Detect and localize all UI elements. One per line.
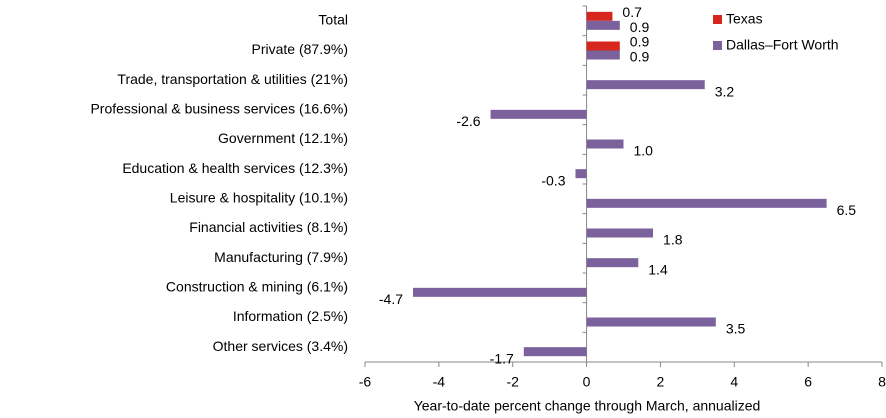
x-tick-label: 4 (730, 374, 738, 390)
bar (586, 139, 624, 149)
x-tick-label: 2 (657, 374, 665, 390)
bar (586, 228, 654, 238)
legend-swatch (713, 15, 722, 24)
bar (586, 50, 620, 60)
x-axis-label: Year-to-date percent change through Marc… (414, 398, 761, 414)
bar (490, 109, 587, 119)
legend-label: Texas (726, 11, 763, 27)
value-label: 3.2 (715, 83, 735, 99)
y-tick-label: Manufacturing (7.9%) (214, 249, 348, 265)
value-label: 3.5 (726, 321, 746, 337)
y-tick-label: Professional & business services (16.6%) (90, 101, 348, 117)
x-tick-label: -4 (433, 374, 446, 390)
y-tick-label: Other services (3.4%) (213, 338, 348, 354)
x-tick-label: 6 (804, 374, 812, 390)
bar (586, 198, 827, 208)
value-label: 0.7 (622, 4, 642, 20)
bar (586, 258, 639, 268)
bar (575, 169, 587, 179)
y-tick-label: Total (318, 12, 348, 28)
y-tick-label: Education & health services (12.3%) (122, 160, 348, 176)
value-label: 1.4 (648, 261, 668, 277)
y-tick-label: Government (12.1%) (218, 130, 348, 146)
y-tick-label: Financial activities (8.1%) (189, 219, 348, 235)
value-label: 0.9 (630, 34, 650, 50)
x-tick-label: -2 (506, 374, 519, 390)
legend-label: Dallas–Fort Worth (726, 37, 839, 53)
value-label: 1.8 (663, 232, 683, 248)
bar (413, 287, 587, 297)
value-label: -1.7 (490, 350, 514, 366)
value-label: 0.9 (630, 49, 650, 65)
bar (586, 80, 705, 90)
value-label: 1.0 (634, 143, 654, 159)
legend-swatch (713, 41, 722, 50)
bar (586, 11, 613, 21)
bar (523, 347, 587, 357)
x-tick-label: 8 (878, 374, 886, 390)
bar (586, 317, 716, 327)
value-label: 6.5 (837, 202, 857, 218)
value-label: 0.9 (630, 19, 650, 35)
y-tick-label: Private (87.9%) (252, 41, 348, 57)
y-tick-label: Leisure & hospitality (10.1%) (170, 190, 348, 206)
value-label: -4.7 (379, 291, 403, 307)
value-label: -0.3 (541, 172, 565, 188)
bar (586, 20, 620, 30)
y-tick-label: Construction & mining (6.1%) (166, 279, 348, 295)
y-tick-label: Information (2.5%) (233, 308, 348, 324)
x-tick-label: 0 (583, 374, 591, 390)
x-tick-label: -6 (359, 374, 372, 390)
y-tick-label: Trade, transportation & utilities (21%) (117, 71, 348, 87)
value-label: -2.6 (456, 113, 480, 129)
bar (586, 41, 620, 51)
